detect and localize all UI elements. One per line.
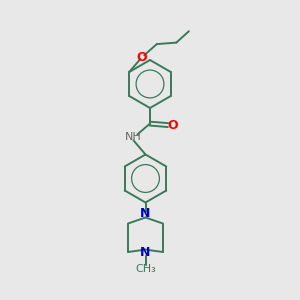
Text: NH: NH bbox=[125, 132, 142, 142]
Text: O: O bbox=[136, 51, 147, 64]
Text: N: N bbox=[140, 245, 151, 259]
Text: O: O bbox=[168, 118, 178, 132]
Text: CH₃: CH₃ bbox=[135, 264, 156, 274]
Text: N: N bbox=[140, 207, 151, 220]
